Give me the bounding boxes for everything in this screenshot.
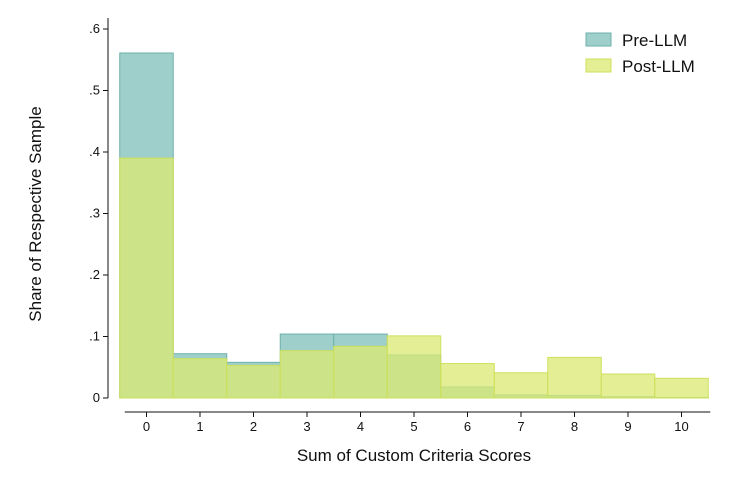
y-tick-label: .6 [89,21,100,36]
x-axis-title: Sum of Custom Criteria Scores [297,446,531,465]
x-tick-label: 0 [143,419,150,434]
y-axis-title: Share of Respective Sample [26,106,45,321]
bar-post-llm-9 [600,373,656,399]
bar-post-llm-2 [226,364,281,399]
series-post-llm [119,157,709,399]
legend-swatch-pre-llm [585,32,612,47]
bar-post-llm-0 [119,157,174,399]
y-tick-label: 0 [93,390,100,405]
bar-post-llm-7 [493,372,549,399]
x-tick-label: 2 [250,419,257,434]
x-tick-label: 6 [464,419,471,434]
y-tick-label: .4 [89,144,100,159]
x-tick-label: 4 [357,419,364,434]
legend-label-post-llm: Post-LLM [622,57,695,76]
x-tick-label: 8 [571,419,578,434]
y-tick-label: .3 [89,206,100,221]
bar-post-llm-8 [547,356,602,399]
bar-post-llm-4 [333,345,388,399]
y-tick-label: .5 [89,83,100,98]
legend: Pre-LLM Post-LLM [585,31,695,76]
legend-swatch-post-llm [585,58,612,73]
x-tick-label: 5 [410,419,417,434]
bar-post-llm-5 [386,335,442,399]
bar-post-llm-10 [654,377,709,399]
x-tick-label: 3 [303,419,310,434]
y-axis-ticks: 0 .1 .2 .3 .4 .5 .6 [89,21,108,405]
legend-label-pre-llm: Pre-LLM [622,31,687,50]
x-tick-label: 10 [674,419,688,434]
y-tick-label: .2 [89,267,100,282]
x-tick-label: 1 [196,419,203,434]
y-tick-label: .1 [89,329,100,344]
bar-post-llm-6 [440,363,495,399]
bar-post-llm-3 [279,350,335,399]
bar-post-llm-1 [172,358,228,399]
x-tick-label: 7 [517,419,524,434]
x-tick-label: 9 [624,419,631,434]
x-axis-ticks: 0 1 2 3 4 5 6 7 8 9 10 [143,412,689,434]
